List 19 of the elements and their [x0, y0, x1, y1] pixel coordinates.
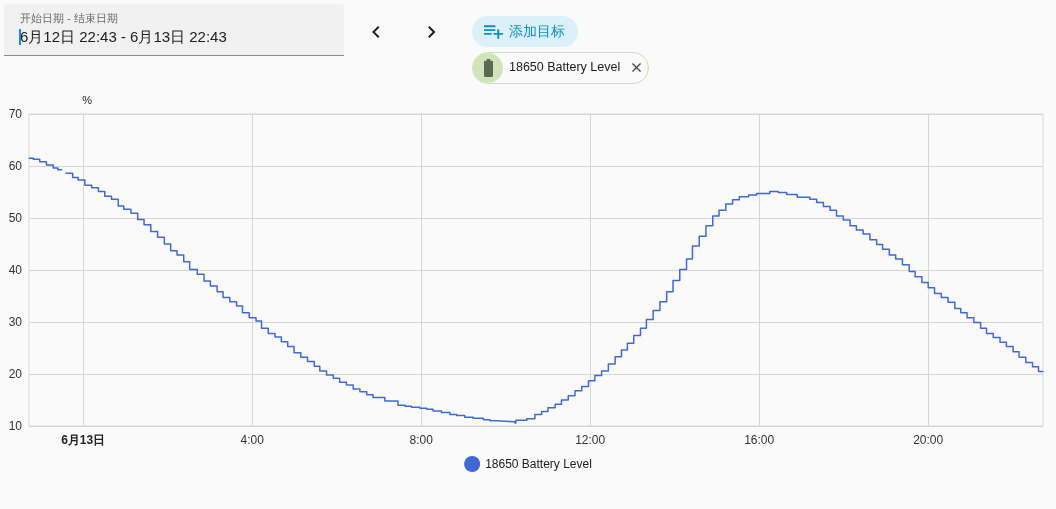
- y-tick-label: 50: [8, 211, 23, 225]
- y-axis-title: %: [82, 93, 93, 106]
- text: 18650 Battery Level: [509, 60, 621, 74]
- text: 添加目标: [509, 23, 565, 40]
- x-tick-label: 16:00: [744, 433, 775, 447]
- y-tick-label: 70: [8, 107, 23, 121]
- x-tick-label: 6月13日: [61, 433, 106, 447]
- x-tick-label: 8:00: [409, 433, 434, 447]
- y-tick-label: 10: [8, 419, 23, 433]
- text: 开始日期 - 结束日期: [20, 11, 118, 25]
- legend-label: 18650 Battery Level: [485, 457, 592, 471]
- x-tick-label: 12:00: [575, 433, 606, 447]
- x-tick-label: 4:00: [240, 433, 265, 447]
- y-tick-label: 60: [8, 159, 23, 173]
- y-tick-label: 40: [8, 263, 23, 277]
- x-tick-label: 20:00: [913, 433, 944, 447]
- y-tick-label: 20: [8, 367, 23, 381]
- text: 6月12日 22:43 - 6月13日 22:43: [20, 28, 227, 46]
- y-tick-label: 30: [8, 315, 23, 329]
